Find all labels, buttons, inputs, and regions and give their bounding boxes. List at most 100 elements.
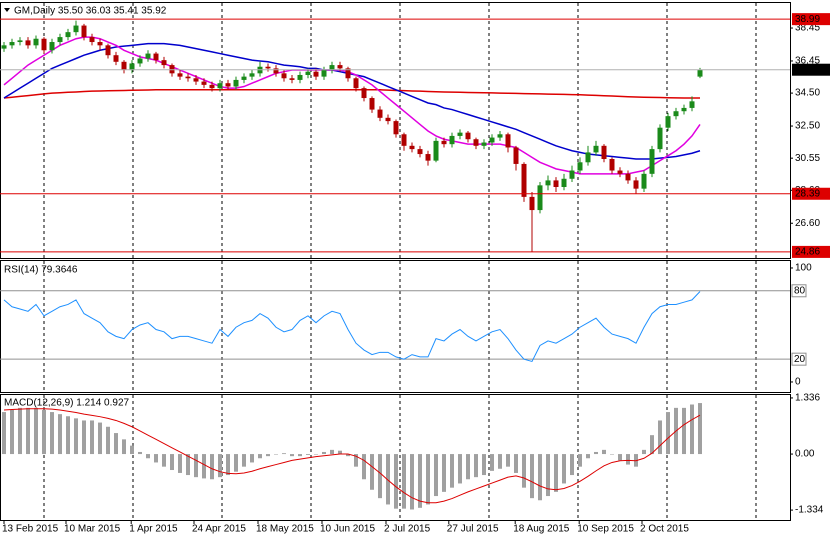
candle-body (457, 132, 463, 136)
candle-body (505, 134, 511, 148)
candle-body (273, 68, 279, 74)
candle-body (377, 109, 383, 118)
candle-body (553, 180, 559, 187)
macd-bar (418, 454, 422, 508)
macd-bar (658, 420, 662, 455)
candle-body (337, 65, 343, 69)
macd-bar (170, 454, 174, 471)
level-label: 20 (794, 354, 806, 365)
candle-body (153, 53, 159, 61)
macd-bar (650, 435, 654, 455)
candle-body (113, 55, 119, 62)
x-tick-label: 18 May 2015 (256, 524, 314, 535)
macd-bar (682, 407, 686, 455)
moving-average (3, 42, 701, 160)
x-tick-label: 18 Aug 2015 (513, 524, 570, 535)
macd-bar (530, 454, 534, 499)
candle-body (409, 145, 415, 150)
rsi-title: RSI(14) 79.3646 (4, 265, 78, 276)
candle-body (513, 147, 519, 164)
macd-bar (346, 454, 350, 457)
candle-body (569, 170, 575, 179)
macd-bar (74, 418, 78, 455)
macd-bar (426, 454, 430, 505)
candle-body (217, 83, 223, 89)
level-label: 80 (794, 285, 806, 296)
candle-body (529, 196, 535, 211)
macd-bar (194, 454, 198, 478)
macd-bar (666, 412, 670, 455)
y-tick-label: 34.50 (795, 88, 820, 99)
candle-body (97, 42, 103, 46)
y-tick-label: 36.45 (795, 56, 820, 67)
candle-body (65, 32, 71, 38)
x-tick-label: 1 Apr 2015 (129, 524, 178, 535)
y-tick-label: 0 (795, 377, 801, 388)
candle-body (41, 38, 47, 51)
candle-body (689, 101, 695, 108)
macd-bar (34, 407, 38, 455)
candle-body (545, 180, 551, 186)
macd-bar (554, 454, 558, 492)
candle-body (345, 68, 351, 79)
candle-body (161, 60, 167, 66)
menu-icon (4, 8, 10, 12)
candle-body (449, 135, 455, 145)
macd-bar (82, 420, 86, 455)
moving-average (3, 36, 701, 175)
macd-bar (370, 454, 374, 490)
macd-bar (90, 420, 94, 455)
y-tick-label: 0.00 (795, 449, 815, 460)
candle-body (49, 42, 55, 51)
macd-bar (538, 454, 542, 501)
macd-bar (306, 454, 310, 455)
candle-body (641, 173, 647, 189)
candle-body (249, 73, 255, 77)
y-tick-label: 100 (795, 263, 812, 274)
candle-body (57, 37, 63, 43)
macd-bar (114, 433, 118, 455)
macd-bar (586, 454, 590, 459)
macd-bar (2, 412, 6, 455)
macd-bar (378, 454, 382, 499)
macd-bar (106, 426, 110, 455)
macd-bar (466, 454, 470, 480)
price-label-box (792, 187, 830, 200)
candle-body (233, 79, 239, 87)
candle-body (313, 71, 319, 77)
x-tick-label: 2 Jul 2015 (384, 524, 431, 535)
macd-bar (626, 454, 630, 465)
macd-bar (594, 451, 598, 455)
y-tick-label: 26.60 (795, 218, 820, 229)
macd-bar (10, 409, 14, 455)
macd-bar (482, 454, 486, 476)
macd-bar (546, 454, 550, 497)
candle-body (1, 45, 7, 49)
candle-body (537, 185, 543, 211)
price-label-box (792, 245, 830, 258)
candle-body (185, 76, 191, 79)
candle-body (177, 73, 183, 77)
macd-bar (690, 404, 694, 455)
candle-body (25, 40, 31, 46)
candle-body (441, 140, 447, 145)
price-label: 38.99 (795, 14, 820, 25)
macd-bar (562, 454, 566, 484)
macd-bar (242, 454, 246, 467)
candle-body (353, 78, 359, 89)
candle-body (609, 158, 615, 171)
candle-body (465, 132, 471, 140)
rsi-panel (0, 260, 791, 393)
macd-bar (442, 454, 446, 492)
macd-bar (698, 403, 702, 455)
candle-body (593, 145, 599, 153)
macd-bar (58, 414, 62, 455)
macd-bar (498, 454, 502, 469)
macd-bar (218, 454, 222, 478)
candle-body (665, 116, 671, 128)
macd-bar (146, 454, 150, 459)
candle-body (129, 63, 135, 71)
macd-bar (386, 454, 390, 505)
price-label: 28.39 (795, 188, 820, 199)
